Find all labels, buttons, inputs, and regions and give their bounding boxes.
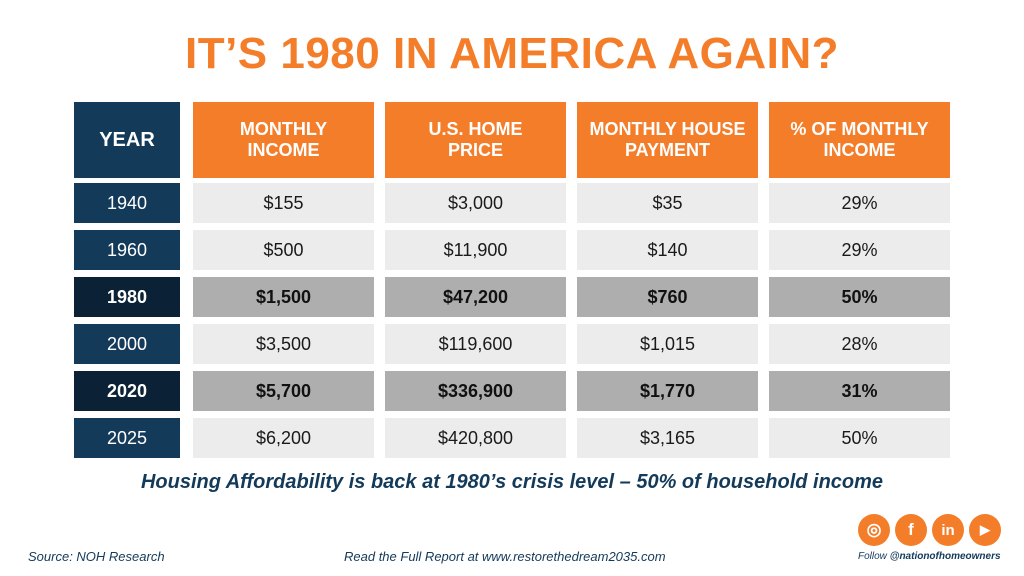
cell-year-2025: 2025 — [74, 418, 180, 458]
cell-income-2000: $3,500 — [193, 324, 374, 364]
follow-handle[interactable]: @nationofhomeowners — [889, 551, 1001, 562]
page-title: IT’S 1980 IN AMERICA AGAIN? — [184, 29, 840, 78]
cell-payment-1960: $140 — [577, 230, 758, 270]
header-monthly-payment: MONTHLY HOUSE PAYMENT — [577, 102, 758, 178]
header-home-price: U.S. HOME PRICE — [385, 102, 566, 178]
cell-year-1960: 1960 — [74, 230, 180, 270]
cell-percent-2025: 50% — [769, 418, 950, 458]
follow-text: Follow @nationofhomeowners — [858, 551, 1001, 562]
cell-payment-2025: $3,165 — [577, 418, 758, 458]
header-monthly-income: MONTHLY INCOME — [193, 102, 374, 178]
cell-income-2025: $6,200 — [193, 418, 374, 458]
cell-price-2025: $420,800 — [385, 418, 566, 458]
report-link[interactable]: Read the Full Report at www.restorethedr… — [344, 549, 666, 564]
cell-price-1980: $47,200 — [385, 277, 566, 317]
tagline: Housing Affordability is back at 1980’s … — [140, 471, 884, 493]
cell-price-2020: $336,900 — [385, 371, 566, 411]
follow-prefix: Follow — [858, 551, 890, 562]
cell-payment-2020: $1,770 — [577, 371, 758, 411]
source-note: Source: NOH Research — [28, 549, 165, 564]
cell-percent-2000: 28% — [769, 324, 950, 364]
cell-percent-2020: 31% — [769, 371, 950, 411]
instagram-icon[interactable]: ◎ — [858, 514, 890, 546]
cell-year-2020: 2020 — [74, 371, 180, 411]
cell-price-2000: $119,600 — [385, 324, 566, 364]
cell-percent-1940: 29% — [769, 183, 950, 223]
cell-payment-1980: $760 — [577, 277, 758, 317]
facebook-icon[interactable]: f — [895, 514, 927, 546]
cell-price-1960: $11,900 — [385, 230, 566, 270]
cell-income-2020: $5,700 — [193, 371, 374, 411]
cell-year-1940: 1940 — [74, 183, 180, 223]
header-year: YEAR — [74, 102, 180, 178]
social-icons: ◎ f in ▶ — [858, 514, 1001, 546]
linkedin-icon[interactable]: in — [932, 514, 964, 546]
cell-income-1960: $500 — [193, 230, 374, 270]
cell-payment-1940: $35 — [577, 183, 758, 223]
header-percent-income: % OF MONTHLY INCOME — [769, 102, 950, 178]
cell-percent-1960: 29% — [769, 230, 950, 270]
cell-percent-1980: 50% — [769, 277, 950, 317]
cell-payment-2000: $1,015 — [577, 324, 758, 364]
cell-year-1980: 1980 — [74, 277, 180, 317]
youtube-icon[interactable]: ▶ — [969, 514, 1001, 546]
cell-price-1940: $3,000 — [385, 183, 566, 223]
cell-year-2000: 2000 — [74, 324, 180, 364]
cell-income-1940: $155 — [193, 183, 374, 223]
cell-income-1980: $1,500 — [193, 277, 374, 317]
